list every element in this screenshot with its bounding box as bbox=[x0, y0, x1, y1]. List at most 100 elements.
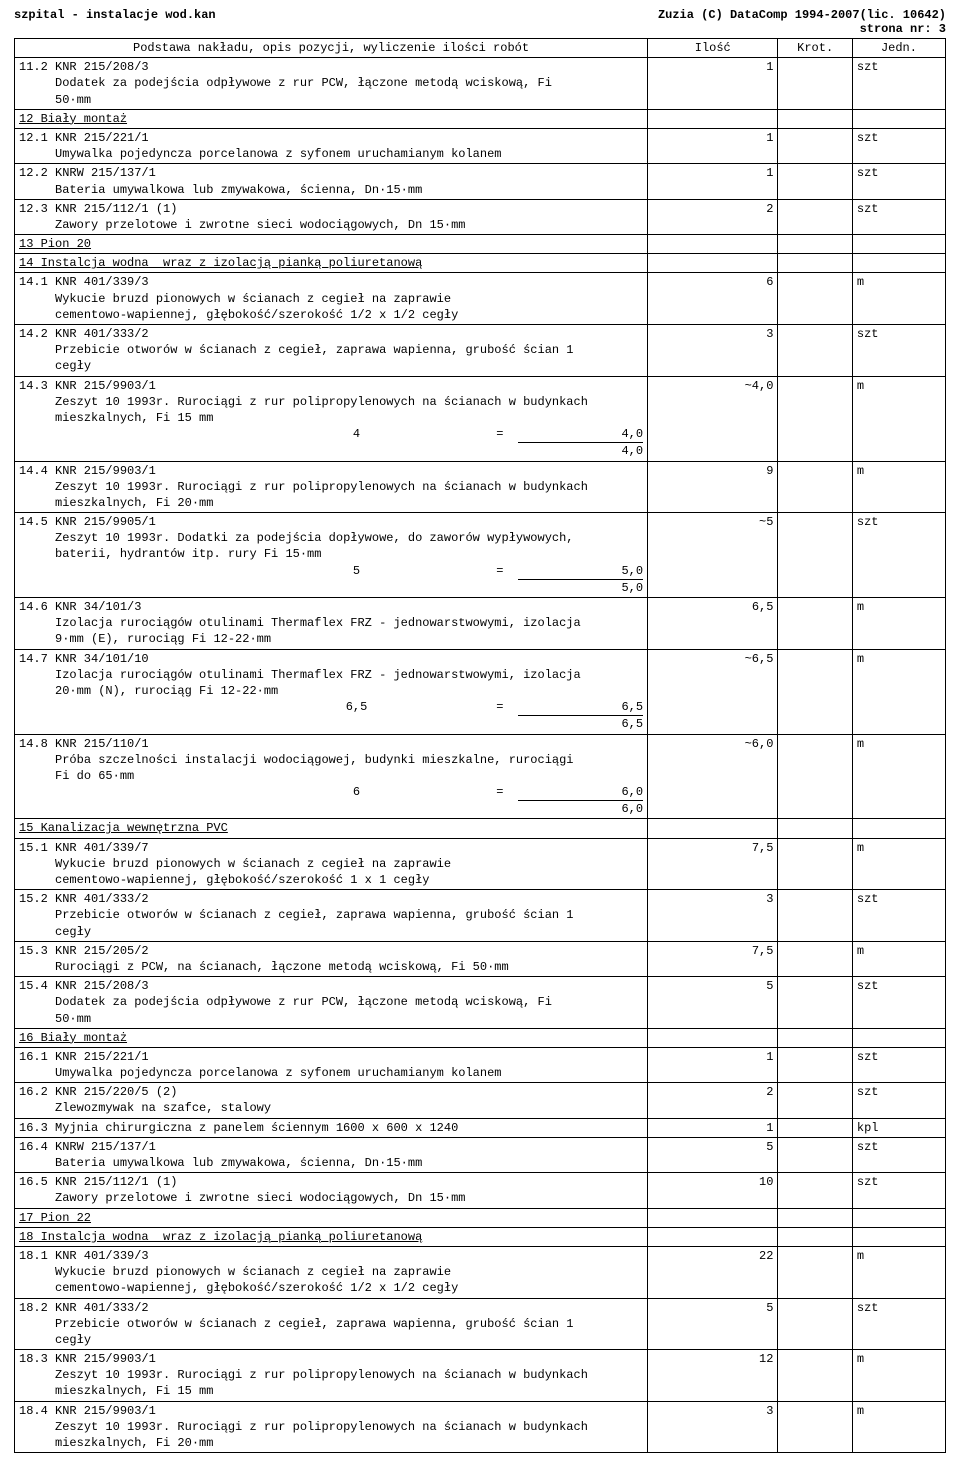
table-row: 15 Kanalizacja wewnętrzna PVC bbox=[15, 819, 946, 838]
cell-ilosc: 12 bbox=[648, 1350, 778, 1402]
cell-desc: 14.5 KNR 215/9905/1 Zeszyt 10 1993r. Dod… bbox=[15, 513, 648, 598]
cell-desc: 14.1 KNR 401/339/3 Wykucie bruzd pionowy… bbox=[15, 273, 648, 325]
cell-krot bbox=[778, 890, 852, 942]
cell-desc: 14.2 KNR 401/333/2 Przebicie otworów w ś… bbox=[15, 325, 648, 377]
table-row: 12.3 KNR 215/112/1 (1) Zawory przelotowe… bbox=[15, 199, 946, 234]
cell-krot bbox=[778, 1227, 852, 1246]
cell-jedn: kpl bbox=[852, 1118, 945, 1137]
cell-jedn bbox=[852, 819, 945, 838]
table-row: 14 Instalcja wodna wraz z izolacją piank… bbox=[15, 254, 946, 273]
calc-rhs: 5,0 bbox=[518, 563, 643, 580]
cell-jedn: szt bbox=[852, 1298, 945, 1350]
cell-krot bbox=[778, 1137, 852, 1172]
calc-total-val: 6,0 bbox=[518, 801, 643, 817]
header-left: szpital - instalacje wod.kan bbox=[14, 8, 216, 36]
cell-jedn: szt bbox=[852, 128, 945, 163]
cell-desc: 12 Biały montaż bbox=[15, 109, 648, 128]
cell-krot bbox=[778, 58, 852, 110]
cell-jedn bbox=[852, 1227, 945, 1246]
table-row: 14.8 KNR 215/110/1 Próba szczelności ins… bbox=[15, 734, 946, 819]
table-row: 18.4 KNR 215/9903/1 Zeszyt 10 1993r. Rur… bbox=[15, 1401, 946, 1453]
cell-jedn: m bbox=[852, 734, 945, 819]
calc-total: 5,0 bbox=[19, 580, 643, 596]
cell-jedn: szt bbox=[852, 1173, 945, 1208]
cell-jedn: szt bbox=[852, 890, 945, 942]
table-row: 18 Instalcja wodna wraz z izolacją piank… bbox=[15, 1227, 946, 1246]
cell-krot bbox=[778, 1083, 852, 1118]
header-right: Zuzia (C) DataComp 1994-2007(lic. 10642)… bbox=[658, 8, 946, 36]
calc-lhs: 6,5 bbox=[232, 699, 482, 716]
cell-krot bbox=[778, 1047, 852, 1082]
cell-jedn: szt bbox=[852, 1047, 945, 1082]
table-row: 15.2 KNR 401/333/2 Przebicie otworów w ś… bbox=[15, 890, 946, 942]
cell-desc: 17 Pion 22 bbox=[15, 1208, 648, 1227]
cell-krot bbox=[778, 254, 852, 273]
cell-ilosc bbox=[648, 109, 778, 128]
calc-line: 6,5=6,5 bbox=[19, 699, 643, 716]
table-row: 14.5 KNR 215/9905/1 Zeszyt 10 1993r. Dod… bbox=[15, 513, 946, 598]
cell-krot bbox=[778, 649, 852, 734]
table-row: 14.3 KNR 215/9903/1 Zeszyt 10 1993r. Rur… bbox=[15, 376, 946, 461]
cell-jedn: m bbox=[852, 838, 945, 890]
table-row: 15.3 KNR 215/205/2 Rurociągi z PCW, na ś… bbox=[15, 941, 946, 976]
cell-desc: 12.1 KNR 215/221/1 Umywalka pojedyncza p… bbox=[15, 128, 648, 163]
cell-krot bbox=[778, 128, 852, 163]
table-row: 16.2 KNR 215/220/5 (2) Zlewozmywak na sz… bbox=[15, 1083, 946, 1118]
calc-total-val: 6,5 bbox=[518, 716, 643, 732]
calc-total: 6,0 bbox=[19, 801, 643, 817]
cell-ilosc bbox=[648, 1028, 778, 1047]
table-row: 13 Pion 20 bbox=[15, 235, 946, 254]
cell-jedn bbox=[852, 235, 945, 254]
cell-krot bbox=[778, 109, 852, 128]
cell-ilosc bbox=[648, 235, 778, 254]
col-desc: Podstawa nakładu, opis pozycji, wyliczen… bbox=[15, 39, 648, 58]
calc-rhs: 4,0 bbox=[518, 426, 643, 443]
table-row: 11.2 KNR 215/208/3 Dodatek za podejścia … bbox=[15, 58, 946, 110]
cell-jedn: szt bbox=[852, 1083, 945, 1118]
cell-krot bbox=[778, 1298, 852, 1350]
table-row: 16.5 KNR 215/112/1 (1) Zawory przelotowe… bbox=[15, 1173, 946, 1208]
cell-desc: 16.3 Myjnia chirurgiczna z panelem ścien… bbox=[15, 1118, 648, 1137]
cell-ilosc: 3 bbox=[648, 1401, 778, 1453]
cell-krot bbox=[778, 1208, 852, 1227]
cell-krot bbox=[778, 734, 852, 819]
cell-desc: 16.1 KNR 215/221/1 Umywalka pojedyncza p… bbox=[15, 1047, 648, 1082]
cell-ilosc: 9 bbox=[648, 461, 778, 513]
cell-krot bbox=[778, 819, 852, 838]
calc-eq: = bbox=[487, 563, 512, 580]
cell-jedn: m bbox=[852, 1350, 945, 1402]
cell-desc: 12.3 KNR 215/112/1 (1) Zawory przelotowe… bbox=[15, 199, 648, 234]
calc-eq: = bbox=[487, 784, 512, 801]
cell-jedn: m bbox=[852, 598, 945, 650]
cell-krot bbox=[778, 513, 852, 598]
cell-ilosc: 7,5 bbox=[648, 941, 778, 976]
calc-eq: = bbox=[487, 699, 512, 716]
col-ilosc: Ilość bbox=[648, 39, 778, 58]
cell-krot bbox=[778, 461, 852, 513]
cell-jedn: m bbox=[852, 376, 945, 461]
calc-total: 6,5 bbox=[19, 716, 643, 732]
table-row: 12 Biały montaż bbox=[15, 109, 946, 128]
cell-jedn bbox=[852, 1208, 945, 1227]
cell-desc: 16.2 KNR 215/220/5 (2) Zlewozmywak na sz… bbox=[15, 1083, 648, 1118]
cell-krot bbox=[778, 1173, 852, 1208]
calc-lhs: 5 bbox=[232, 563, 482, 580]
table-row: 14.6 KNR 34/101/3 Izolacja rurociągów ot… bbox=[15, 598, 946, 650]
cell-desc: 14.8 KNR 215/110/1 Próba szczelności ins… bbox=[15, 734, 648, 819]
table-row: 14.1 KNR 401/339/3 Wykucie bruzd pionowy… bbox=[15, 273, 946, 325]
table-row: 16 Biały montaż bbox=[15, 1028, 946, 1047]
cell-desc: 15.1 KNR 401/339/7 Wykucie bruzd pionowy… bbox=[15, 838, 648, 890]
cell-ilosc bbox=[648, 1227, 778, 1246]
table-row: 14.7 KNR 34/101/10 Izolacja rurociągów o… bbox=[15, 649, 946, 734]
cell-ilosc: 1 bbox=[648, 164, 778, 199]
cell-ilosc: 2 bbox=[648, 199, 778, 234]
cell-ilosc: ~4,0 bbox=[648, 376, 778, 461]
cell-krot bbox=[778, 1118, 852, 1137]
table-row: 18.1 KNR 401/339/3 Wykucie bruzd pionowy… bbox=[15, 1246, 946, 1298]
cell-krot bbox=[778, 235, 852, 254]
table-row: 15.4 KNR 215/208/3 Dodatek za podejścia … bbox=[15, 977, 946, 1029]
cell-krot bbox=[778, 1028, 852, 1047]
cell-ilosc: 3 bbox=[648, 325, 778, 377]
cell-ilosc bbox=[648, 819, 778, 838]
cell-krot bbox=[778, 941, 852, 976]
